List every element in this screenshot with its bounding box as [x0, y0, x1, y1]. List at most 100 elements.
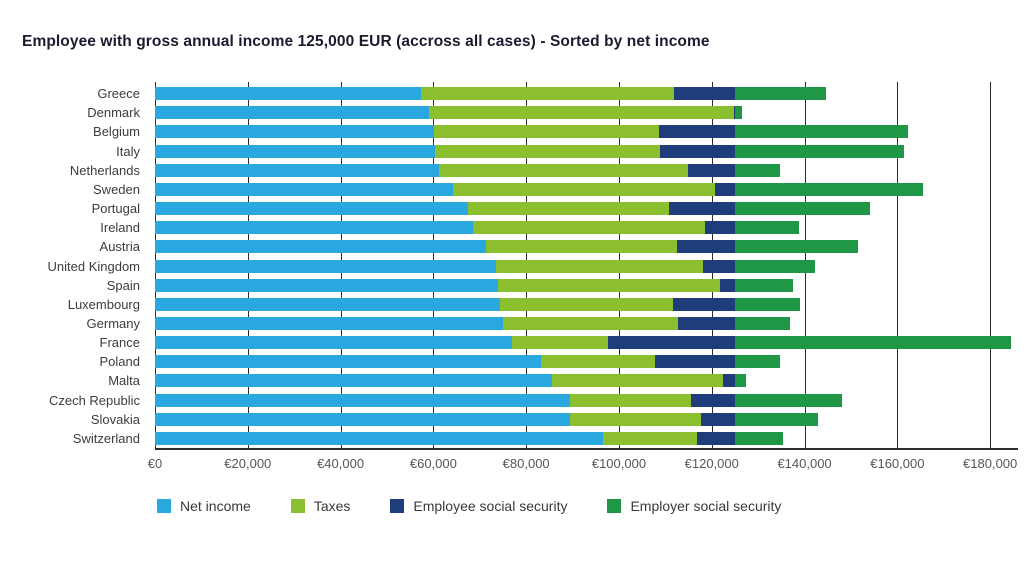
- x-axis-label: €140,000: [777, 456, 832, 471]
- y-axis-label-czech-republic: Czech Republic: [48, 392, 140, 408]
- bar-segment-employer-social-security: [734, 240, 859, 254]
- bar-segment-taxes: [570, 412, 702, 426]
- bar-segment-employer-social-security: [734, 221, 799, 235]
- bar-segment-employer-social-security: [734, 374, 747, 388]
- bar-segment-taxes: [428, 106, 735, 120]
- bar-row-poland: [155, 355, 1018, 369]
- bar-segment-net-income: [155, 374, 552, 388]
- bar-row-belgium: [155, 125, 1018, 139]
- bar-segment-taxes: [468, 202, 670, 216]
- bar-segment-employee-social-security: [688, 163, 735, 177]
- bar-segment-taxes: [512, 336, 609, 350]
- y-axis-label-sweden: Sweden: [93, 181, 140, 197]
- bar-segment-employee-social-security: [674, 87, 735, 101]
- bar-segment-employer-social-security: [734, 412, 819, 426]
- y-axis-label-netherlands: Netherlands: [69, 162, 140, 178]
- y-axis-label-luxembourg: Luxembourg: [67, 296, 140, 312]
- bar-segment-net-income: [155, 163, 440, 177]
- bar-segment-net-income: [155, 316, 504, 330]
- bar-segment-employee-social-security: [659, 144, 735, 158]
- legend-label-taxes: Taxes: [313, 498, 351, 514]
- bar-row-italy: [155, 144, 1018, 158]
- bar-segment-employee-social-security: [655, 355, 735, 369]
- legend-label-employer-social-security: Employer social security: [630, 498, 782, 514]
- bar-segment-taxes: [498, 278, 721, 292]
- bar-segment-employer-social-security: [734, 87, 826, 101]
- y-axis-label-france: France: [99, 335, 140, 351]
- bar-segment-employer-social-security: [734, 163, 780, 177]
- bar-segment-employee-social-security: [701, 412, 735, 426]
- bar-segment-taxes: [602, 431, 698, 445]
- bar-segment-employee-social-security: [690, 393, 735, 407]
- bar-segment-taxes: [496, 259, 704, 273]
- legend-swatch-taxes: [290, 499, 305, 513]
- bar-segment-employer-social-security: [734, 106, 742, 120]
- bar-segment-employer-social-security: [734, 125, 909, 139]
- bar-row-portugal: [155, 202, 1018, 216]
- bar-segment-employee-social-security: [608, 336, 735, 350]
- y-axis-label-belgium: Belgium: [93, 124, 140, 140]
- bar-segment-employer-social-security: [734, 393, 842, 407]
- x-axis-label: €120,000: [684, 456, 739, 471]
- y-axis-label-germany: Germany: [86, 315, 140, 331]
- x-axis-label: €180,000: [963, 456, 1018, 471]
- bar-segment-taxes: [500, 297, 674, 311]
- bar-segment-employer-social-security: [734, 278, 794, 292]
- bar-segment-net-income: [155, 182, 454, 196]
- bar-segment-net-income: [155, 259, 497, 273]
- bar-row-czech-republic: [155, 393, 1018, 407]
- legend-item-net-income: Net income: [157, 498, 251, 514]
- bar-row-united-kingdom: [155, 259, 1018, 273]
- bar-segment-taxes: [433, 125, 660, 139]
- bar-row-ireland: [155, 221, 1018, 235]
- bar-segment-employer-social-security: [734, 431, 784, 445]
- legend-item-taxes: Taxes: [290, 498, 351, 514]
- bar-segment-employer-social-security: [734, 297, 800, 311]
- bar-segment-employee-social-security: [722, 374, 735, 388]
- bar-segment-employer-social-security: [734, 336, 1012, 350]
- y-axis-label-spain: Spain: [106, 277, 140, 293]
- bar-segment-net-income: [155, 412, 571, 426]
- plot-area: [155, 82, 1018, 450]
- y-axis-label-portugal: Portugal: [91, 201, 140, 217]
- y-axis-label-denmark: Denmark: [87, 105, 140, 121]
- y-axis-label-austria: Austria: [99, 239, 140, 255]
- bar-segment-taxes: [541, 355, 656, 369]
- bar-row-austria: [155, 240, 1018, 254]
- bar-segment-employee-social-security: [669, 202, 735, 216]
- bar-segment-taxes: [569, 393, 691, 407]
- bar-row-sweden: [155, 182, 1018, 196]
- legend-item-employer-social-security: Employer social security: [607, 498, 781, 514]
- bar-row-spain: [155, 278, 1018, 292]
- legend-label-employee-social-security: Employee social security: [413, 498, 568, 514]
- bar-segment-taxes: [503, 316, 679, 330]
- bar-segment-employee-social-security: [659, 125, 735, 139]
- x-gridline: [897, 82, 899, 449]
- bar-segment-net-income: [155, 355, 542, 369]
- bar-segment-net-income: [155, 202, 469, 216]
- bar-segment-employee-social-security: [677, 240, 735, 254]
- bar-segment-employer-social-security: [734, 259, 815, 273]
- legend-swatch-employee-social-security: [390, 499, 405, 513]
- bar-segment-employer-social-security: [734, 316, 791, 330]
- bar-segment-taxes: [439, 163, 689, 177]
- x-axis-label: €160,000: [870, 456, 925, 471]
- x-axis-label: €80,000: [502, 456, 550, 471]
- bar-segment-net-income: [155, 240, 486, 254]
- bar-row-germany: [155, 316, 1018, 330]
- x-axis-label: €0: [147, 456, 163, 471]
- bar-segment-net-income: [155, 106, 429, 120]
- bar-segment-net-income: [155, 125, 434, 139]
- y-axis-label-switzerland: Switzerland: [72, 430, 140, 446]
- bar-segment-taxes: [435, 144, 660, 158]
- bar-segment-taxes: [421, 87, 675, 101]
- bar-row-malta: [155, 374, 1018, 388]
- chart-title: Employee with gross annual income 125,00…: [22, 33, 710, 50]
- x-axis-label: €100,000: [591, 456, 647, 471]
- y-axis-label-slovakia: Slovakia: [90, 411, 140, 427]
- bar-segment-employee-social-security: [678, 316, 735, 330]
- bar-segment-net-income: [155, 278, 499, 292]
- x-axis-label: €60,000: [409, 456, 457, 471]
- bar-segment-taxes: [472, 221, 705, 235]
- y-axis-label-united-kingdom: United Kingdom: [47, 258, 141, 274]
